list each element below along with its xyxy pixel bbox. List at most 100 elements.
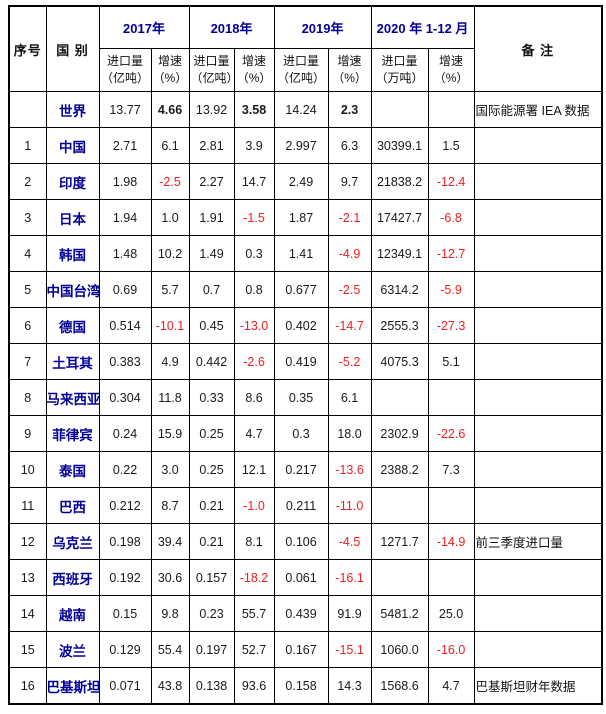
cell-import: 0.33: [188, 379, 235, 416]
cell-import: 0.15: [98, 595, 152, 632]
cell-growth: -22.6: [427, 415, 475, 452]
cell-index: 2: [8, 163, 47, 200]
cell-import: 1.94: [98, 199, 152, 236]
cell-import: 0.25: [188, 415, 235, 452]
cell-index: 16: [8, 667, 47, 705]
cell-import: 12349.1: [370, 235, 429, 272]
cell-remark: [473, 451, 603, 488]
cell-growth: 14.7: [233, 163, 275, 200]
cell-country: 马来西亚: [45, 379, 100, 416]
cell-remark: 前三季度进口量: [473, 523, 603, 560]
cell-index: [8, 91, 47, 128]
cell-import: 0.061: [273, 559, 329, 596]
cell-growth: -4.9: [327, 235, 372, 272]
cell-import: 0.129: [98, 631, 152, 668]
cell-growth: [427, 379, 475, 416]
cell-import: 0.3: [273, 415, 329, 452]
table-row: 7 土耳其 0.383 4.9 0.442 -2.6 0.419 -5.2 4075.3 5.1: [8, 343, 603, 380]
cell-import: 2.71: [98, 127, 152, 164]
cell-growth: -18.2: [233, 559, 275, 596]
cell-growth: 1.0: [150, 199, 190, 236]
subheader-growth-2018: 增速 （%）: [233, 48, 275, 92]
cell-growth: -2.5: [150, 163, 190, 200]
cell-remark: [473, 487, 603, 524]
table-row: 5 中国台湾 0.69 5.7 0.7 0.8 0.677 -2.5 6314.2 -5.9: [8, 271, 603, 308]
cell-growth: 7.3: [427, 451, 475, 488]
subheader-import-2020: 进口量 （万吨）: [370, 48, 429, 92]
cell-import: 0.442: [188, 343, 235, 380]
header-year-2017: 2017年: [98, 5, 190, 49]
cell-remark: [473, 631, 603, 668]
cell-import: 0.212: [98, 487, 152, 524]
table-row: 6 德国 0.514 -10.1 0.45 -13.0 0.402 -14.7 2555.3 -2…: [8, 307, 603, 344]
cell-growth: 6.1: [327, 379, 372, 416]
table-row: 15 波兰 0.129 55.4 0.197 52.7 0.167 -15.1 1060.0 -1…: [8, 631, 603, 668]
cell-remark: 巴基斯坦财年数据: [473, 667, 603, 705]
cell-import: [370, 379, 429, 416]
cell-growth: -10.1: [150, 307, 190, 344]
cell-growth: 6.1: [150, 127, 190, 164]
cell-index: 7: [8, 343, 47, 380]
table-row: 13 西班牙 0.192 30.6 0.157 -18.2 0.061 -16.1: [8, 559, 603, 596]
cell-growth: 5.1: [427, 343, 475, 380]
subheader-growth-2019: 增速 （%）: [327, 48, 372, 92]
cell-import: 0.21: [188, 487, 235, 524]
cell-import: 0.24: [98, 415, 152, 452]
cell-growth: -12.4: [427, 163, 475, 200]
header-year-2019: 2019年: [273, 5, 372, 49]
cell-growth: 93.6: [233, 667, 275, 705]
cell-import: 1.98: [98, 163, 152, 200]
cell-country: 世界: [45, 91, 100, 128]
cell-country: 乌克兰: [45, 523, 100, 560]
cell-growth: -4.5: [327, 523, 372, 560]
cell-growth: -2.5: [327, 271, 372, 308]
cell-import: 0.198: [98, 523, 152, 560]
cell-country: 韩国: [45, 235, 100, 272]
cell-import: 0.23: [188, 595, 235, 632]
cell-index: 1: [8, 127, 47, 164]
cell-growth: 8.1: [233, 523, 275, 560]
cell-import: 2.997: [273, 127, 329, 164]
cell-import: 0.304: [98, 379, 152, 416]
cell-import: 0.677: [273, 271, 329, 308]
cell-country: 印度: [45, 163, 100, 200]
cell-index: 13: [8, 559, 47, 596]
cell-growth: 2.3: [327, 91, 372, 128]
cell-growth: 30.6: [150, 559, 190, 596]
cell-growth: -16.1: [327, 559, 372, 596]
cell-remark: [473, 271, 603, 308]
cell-index: 14: [8, 595, 47, 632]
cell-remark: [473, 127, 603, 164]
header-year-row: 序号 国 别 2017年 2018年 2019年 2020 年 1-12 月 备…: [8, 5, 603, 92]
cell-country: 越南: [45, 595, 100, 632]
table-row: 16 巴基斯坦 0.071 43.8 0.138 93.6 0.158 14.3 1568.6 4…: [8, 667, 603, 705]
subheader-growth-2020: 增速 （%）: [427, 48, 475, 92]
table-row: 14 越南 0.15 9.8 0.23 55.7 0.439 91.9 5481.2 25.0: [8, 595, 603, 632]
cell-import: 2.81: [188, 127, 235, 164]
cell-growth: 39.4: [150, 523, 190, 560]
cell-import: 13.92: [188, 91, 235, 128]
cell-country: 泰国: [45, 451, 100, 488]
cell-growth: 0.8: [233, 271, 275, 308]
cell-growth: -11.0: [327, 487, 372, 524]
cell-import: 17427.7: [370, 199, 429, 236]
cell-growth: -12.7: [427, 235, 475, 272]
cell-index: 11: [8, 487, 47, 524]
cell-growth: 4.9: [150, 343, 190, 380]
table-body: 世界 13.77 4.66 13.92 3.58 14.24 2.3 国际能源署 IEA 数据…: [8, 91, 603, 705]
cell-import: 0.35: [273, 379, 329, 416]
cell-country: 土耳其: [45, 343, 100, 380]
cell-import: 0.158: [273, 667, 329, 705]
cell-growth: 18.0: [327, 415, 372, 452]
table-row: 12 乌克兰 0.198 39.4 0.21 8.1 0.106 -4.5 1271.7 -14.…: [8, 523, 603, 560]
cell-import: 0.25: [188, 451, 235, 488]
cell-import: 0.7: [188, 271, 235, 308]
cell-remark: [473, 307, 603, 344]
cell-growth: 10.2: [150, 235, 190, 272]
cell-import: 1060.0: [370, 631, 429, 668]
cell-growth: 52.7: [233, 631, 275, 668]
cell-import: 0.192: [98, 559, 152, 596]
header-year-2018: 2018年: [188, 5, 275, 49]
subheader-growth-2017: 增速 （%）: [150, 48, 190, 92]
cell-import: 0.106: [273, 523, 329, 560]
